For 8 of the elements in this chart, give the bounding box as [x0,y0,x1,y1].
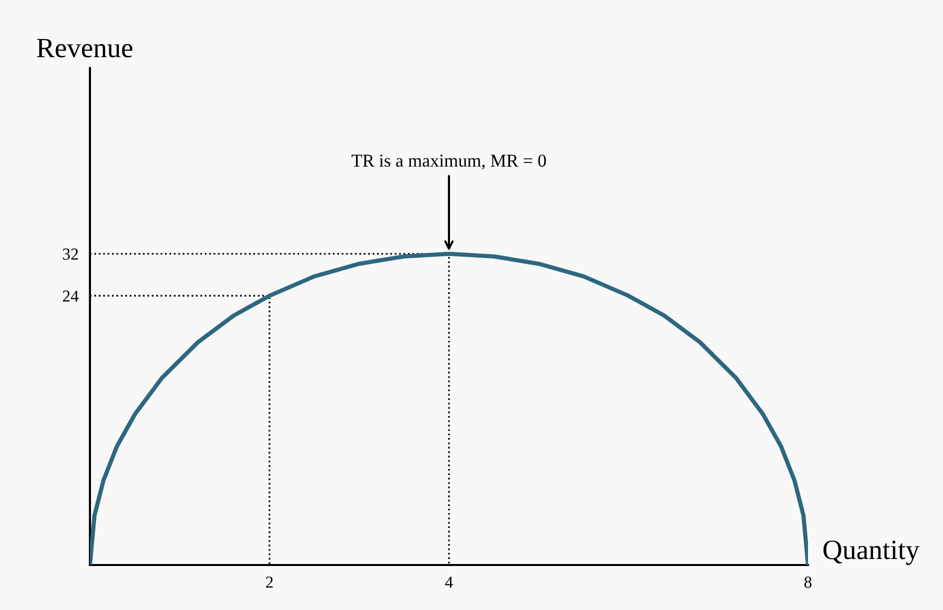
x-tick-label: 8 [804,576,812,588]
x-axis-title: Quantity [823,540,920,565]
annotation: TR is a maximum, MR = 0 [352,154,546,170]
x-tick-label: 4 [445,576,453,588]
y-tick-label: 32 [62,248,78,260]
x-tick-label: 2 [266,576,273,588]
y-tick-label: 24 [62,290,79,302]
y-axis-title: Revenue [36,38,132,58]
